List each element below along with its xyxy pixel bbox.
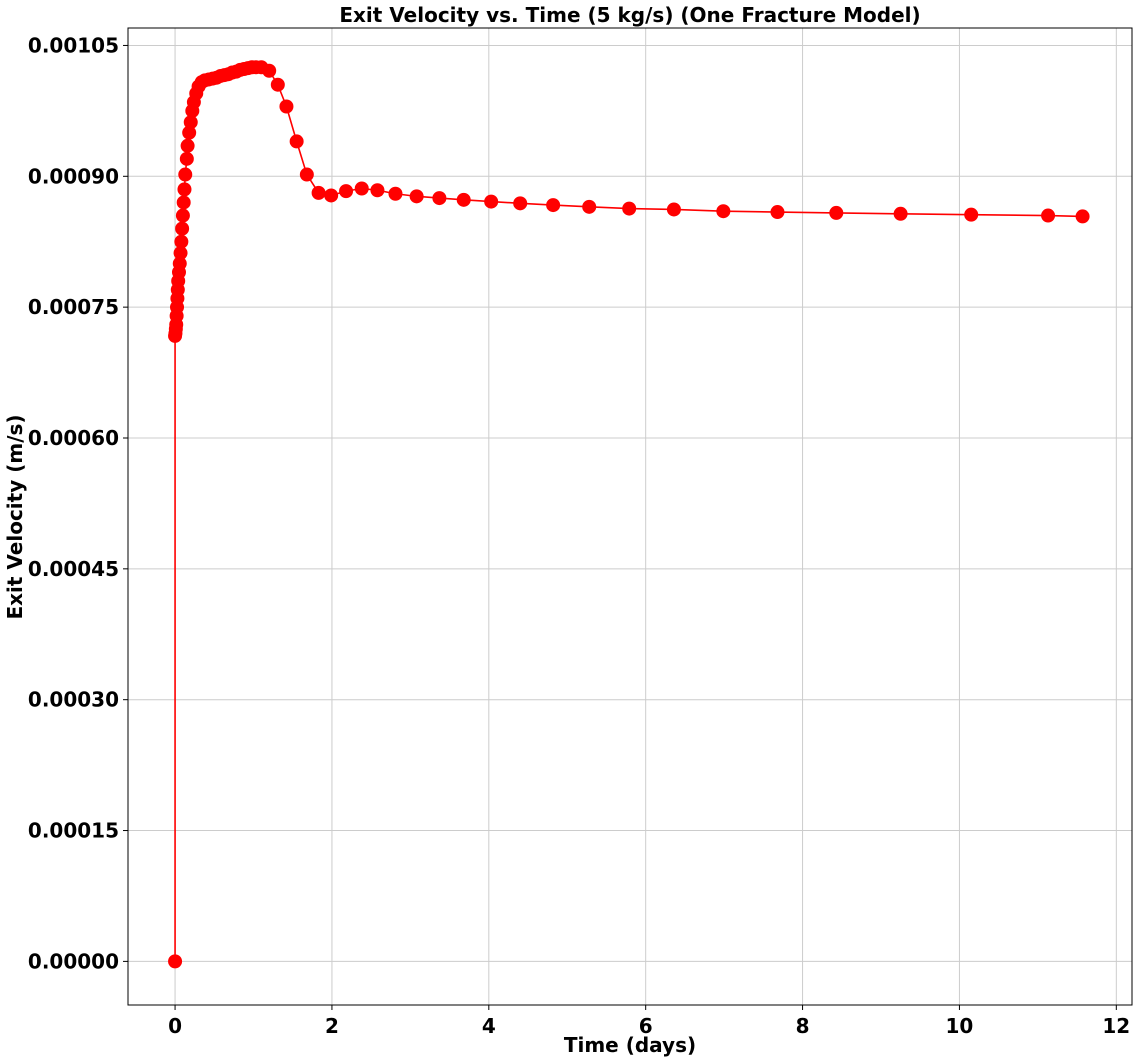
data-point xyxy=(339,184,354,199)
data-point xyxy=(666,202,681,217)
y-tick-label: 0.00105 xyxy=(28,33,119,57)
data-point xyxy=(388,186,403,201)
data-point xyxy=(324,188,339,203)
data-point xyxy=(311,185,326,200)
data-point xyxy=(370,183,385,198)
data-point xyxy=(409,189,424,204)
x-tick-label: 10 xyxy=(946,1014,974,1038)
y-tick-label: 0.00090 xyxy=(28,164,119,188)
y-tick-label: 0.00075 xyxy=(28,295,119,319)
y-tick-label: 0.00030 xyxy=(28,688,119,712)
data-point xyxy=(829,205,844,220)
x-tick-label: 0 xyxy=(168,1014,182,1038)
data-point xyxy=(168,954,183,969)
series-group xyxy=(168,60,1090,969)
data-point xyxy=(175,208,190,223)
data-point xyxy=(175,221,190,236)
data-point xyxy=(177,182,192,197)
x-axis-label: Time (days) xyxy=(564,1033,696,1057)
data-point xyxy=(546,198,561,213)
x-tick-label: 2 xyxy=(325,1014,339,1038)
y-axis: 0.00000 0.00015 0.00030 0.00045 0.00060 0.000… xyxy=(28,33,128,973)
data-point xyxy=(513,196,528,211)
y-tick-label: 0.00015 xyxy=(28,819,119,843)
data-point xyxy=(622,201,637,216)
data-point xyxy=(1041,208,1056,223)
y-tick-label: 0.00045 xyxy=(28,557,119,581)
data-point xyxy=(582,199,597,214)
y-axis-label: Exit Velocity (m/s) xyxy=(3,414,27,619)
x-tick-label: 6 xyxy=(639,1014,653,1038)
data-point xyxy=(432,191,447,206)
grid xyxy=(128,28,1132,1005)
data-point xyxy=(893,206,908,221)
data-point xyxy=(174,234,189,249)
x-axis: 0 2 4 6 8 10 12 xyxy=(168,1005,1130,1038)
data-point xyxy=(484,194,499,209)
x-tick-label: 8 xyxy=(796,1014,810,1038)
data-point xyxy=(279,99,294,114)
plot-frame xyxy=(127,27,1133,1006)
data-point xyxy=(178,167,193,182)
data-point xyxy=(289,134,304,149)
y-tick-label: 0.00060 xyxy=(28,426,119,450)
data-point xyxy=(456,192,471,207)
data-point xyxy=(299,167,314,182)
x-tick-label: 4 xyxy=(482,1014,496,1038)
data-point xyxy=(180,138,195,153)
data-point xyxy=(176,195,191,210)
data-point xyxy=(262,63,277,78)
x-tick-label: 12 xyxy=(1102,1014,1130,1038)
data-point xyxy=(270,77,285,92)
data-point xyxy=(770,205,785,220)
y-tick-label: 0.00000 xyxy=(28,949,119,973)
data-point xyxy=(354,181,369,196)
data-point xyxy=(179,151,194,166)
data-point xyxy=(964,207,979,222)
data-point xyxy=(716,204,731,219)
series-line xyxy=(174,66,1083,962)
data-point xyxy=(1075,209,1090,224)
chart-title: Exit Velocity vs. Time (5 kg/s) (One Fra… xyxy=(339,3,920,27)
